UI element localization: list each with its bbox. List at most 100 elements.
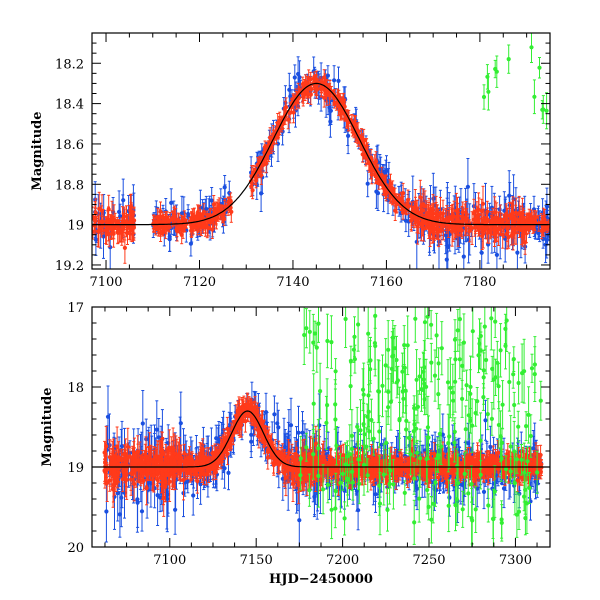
- data-point-green: [431, 484, 436, 524]
- data-point-red: [213, 463, 218, 480]
- data-point-green: [485, 398, 490, 431]
- data-point-red: [189, 211, 194, 229]
- data-point-green: [486, 488, 491, 523]
- data-point-blue: [365, 170, 370, 198]
- x-tick-label: 7200: [326, 553, 359, 568]
- data-point-green: [470, 398, 475, 453]
- data-point-green: [425, 307, 430, 340]
- data-point-green: [357, 463, 362, 505]
- data-point-blue: [483, 399, 488, 441]
- data-point-green: [366, 384, 371, 440]
- data-point-green: [452, 422, 457, 463]
- x-tick-label: 7120: [183, 275, 216, 290]
- data-point-red: [174, 219, 179, 237]
- data-point-red: [226, 196, 231, 216]
- data-point-red: [291, 94, 296, 114]
- x-tick-label: 7300: [499, 553, 532, 568]
- data-point-green: [462, 453, 467, 495]
- bottom-data-points: [102, 307, 544, 547]
- data-point-green: [325, 313, 330, 369]
- top-data-points: [92, 33, 550, 269]
- data-point-red: [122, 444, 127, 465]
- data-point-red: [454, 192, 459, 229]
- data-point-red: [389, 181, 394, 196]
- data-point-red: [483, 463, 488, 475]
- data-point-green: [415, 439, 420, 466]
- data-point-green: [469, 465, 474, 503]
- data-point-green: [481, 84, 487, 110]
- data-point-red: [351, 121, 357, 139]
- data-point-green: [340, 457, 345, 491]
- data-point-red: [466, 454, 471, 472]
- data-point-blue: [272, 395, 277, 434]
- data-point-red: [122, 449, 127, 467]
- data-point-green: [414, 414, 419, 443]
- y-tick-label: 18: [67, 381, 84, 396]
- data-point-red: [468, 221, 473, 232]
- data-point-red: [438, 196, 443, 229]
- data-point-red: [444, 468, 449, 489]
- data-point-green: [433, 457, 438, 507]
- data-point-red: [311, 76, 316, 90]
- data-point-blue: [173, 484, 178, 535]
- data-point-red: [504, 218, 510, 250]
- data-point-red: [111, 461, 117, 485]
- data-point-green: [522, 338, 527, 404]
- data-point-red: [163, 217, 168, 240]
- data-point-red: [337, 103, 342, 116]
- data-point-red: [492, 221, 497, 247]
- data-point-green: [361, 402, 366, 446]
- data-point-green: [468, 407, 473, 434]
- data-point-red: [331, 90, 336, 106]
- data-point-green: [377, 415, 382, 448]
- data-point-green: [329, 315, 334, 369]
- data-point-green: [489, 402, 494, 436]
- data-point-green: [376, 359, 381, 424]
- data-point-green: [516, 410, 521, 443]
- x-tick-label: 7160: [370, 275, 403, 290]
- data-point-red: [123, 461, 128, 498]
- data-point-green: [385, 488, 390, 532]
- data-point-green: [368, 336, 373, 384]
- data-point-green: [360, 368, 366, 412]
- data-point-green: [415, 390, 420, 424]
- data-point-green: [454, 472, 459, 526]
- data-point-green: [473, 485, 478, 533]
- data-point-green: [333, 488, 338, 529]
- data-point-green: [499, 436, 504, 482]
- data-point-red: [296, 465, 301, 494]
- top-ylabel: Magnitude: [30, 111, 45, 190]
- x-tick-label: 7150: [240, 553, 273, 568]
- data-point-red: [195, 468, 200, 494]
- data-point-green: [520, 343, 525, 403]
- data-point-red: [524, 221, 529, 234]
- data-point-red: [532, 457, 538, 481]
- data-point-green: [366, 307, 371, 363]
- data-point-green: [333, 379, 338, 430]
- data-point-red: [293, 452, 298, 489]
- data-point-green: [512, 451, 518, 516]
- data-point-green: [390, 320, 395, 356]
- data-point-green: [524, 411, 529, 442]
- data-point-red: [93, 207, 98, 235]
- data-point-green: [437, 404, 442, 464]
- data-point-green: [311, 313, 316, 372]
- data-point-green: [493, 59, 498, 79]
- data-point-green: [478, 412, 483, 470]
- data-point-red: [412, 200, 417, 225]
- data-point-blue: [249, 425, 254, 458]
- data-point-red: [172, 205, 177, 227]
- bottom-model-curve: [92, 410, 550, 468]
- data-point-green: [463, 405, 468, 453]
- x-tick-label: 7100: [89, 275, 122, 290]
- bottom-ylabel: Magnitude: [40, 387, 55, 466]
- data-point-green: [348, 362, 353, 410]
- data-point-green: [316, 307, 321, 343]
- data-point-green: [490, 355, 495, 382]
- data-point-green: [304, 308, 309, 349]
- data-point-green: [514, 491, 520, 538]
- data-point-green: [445, 359, 451, 406]
- data-point-green: [466, 469, 471, 518]
- data-point-red: [321, 80, 326, 89]
